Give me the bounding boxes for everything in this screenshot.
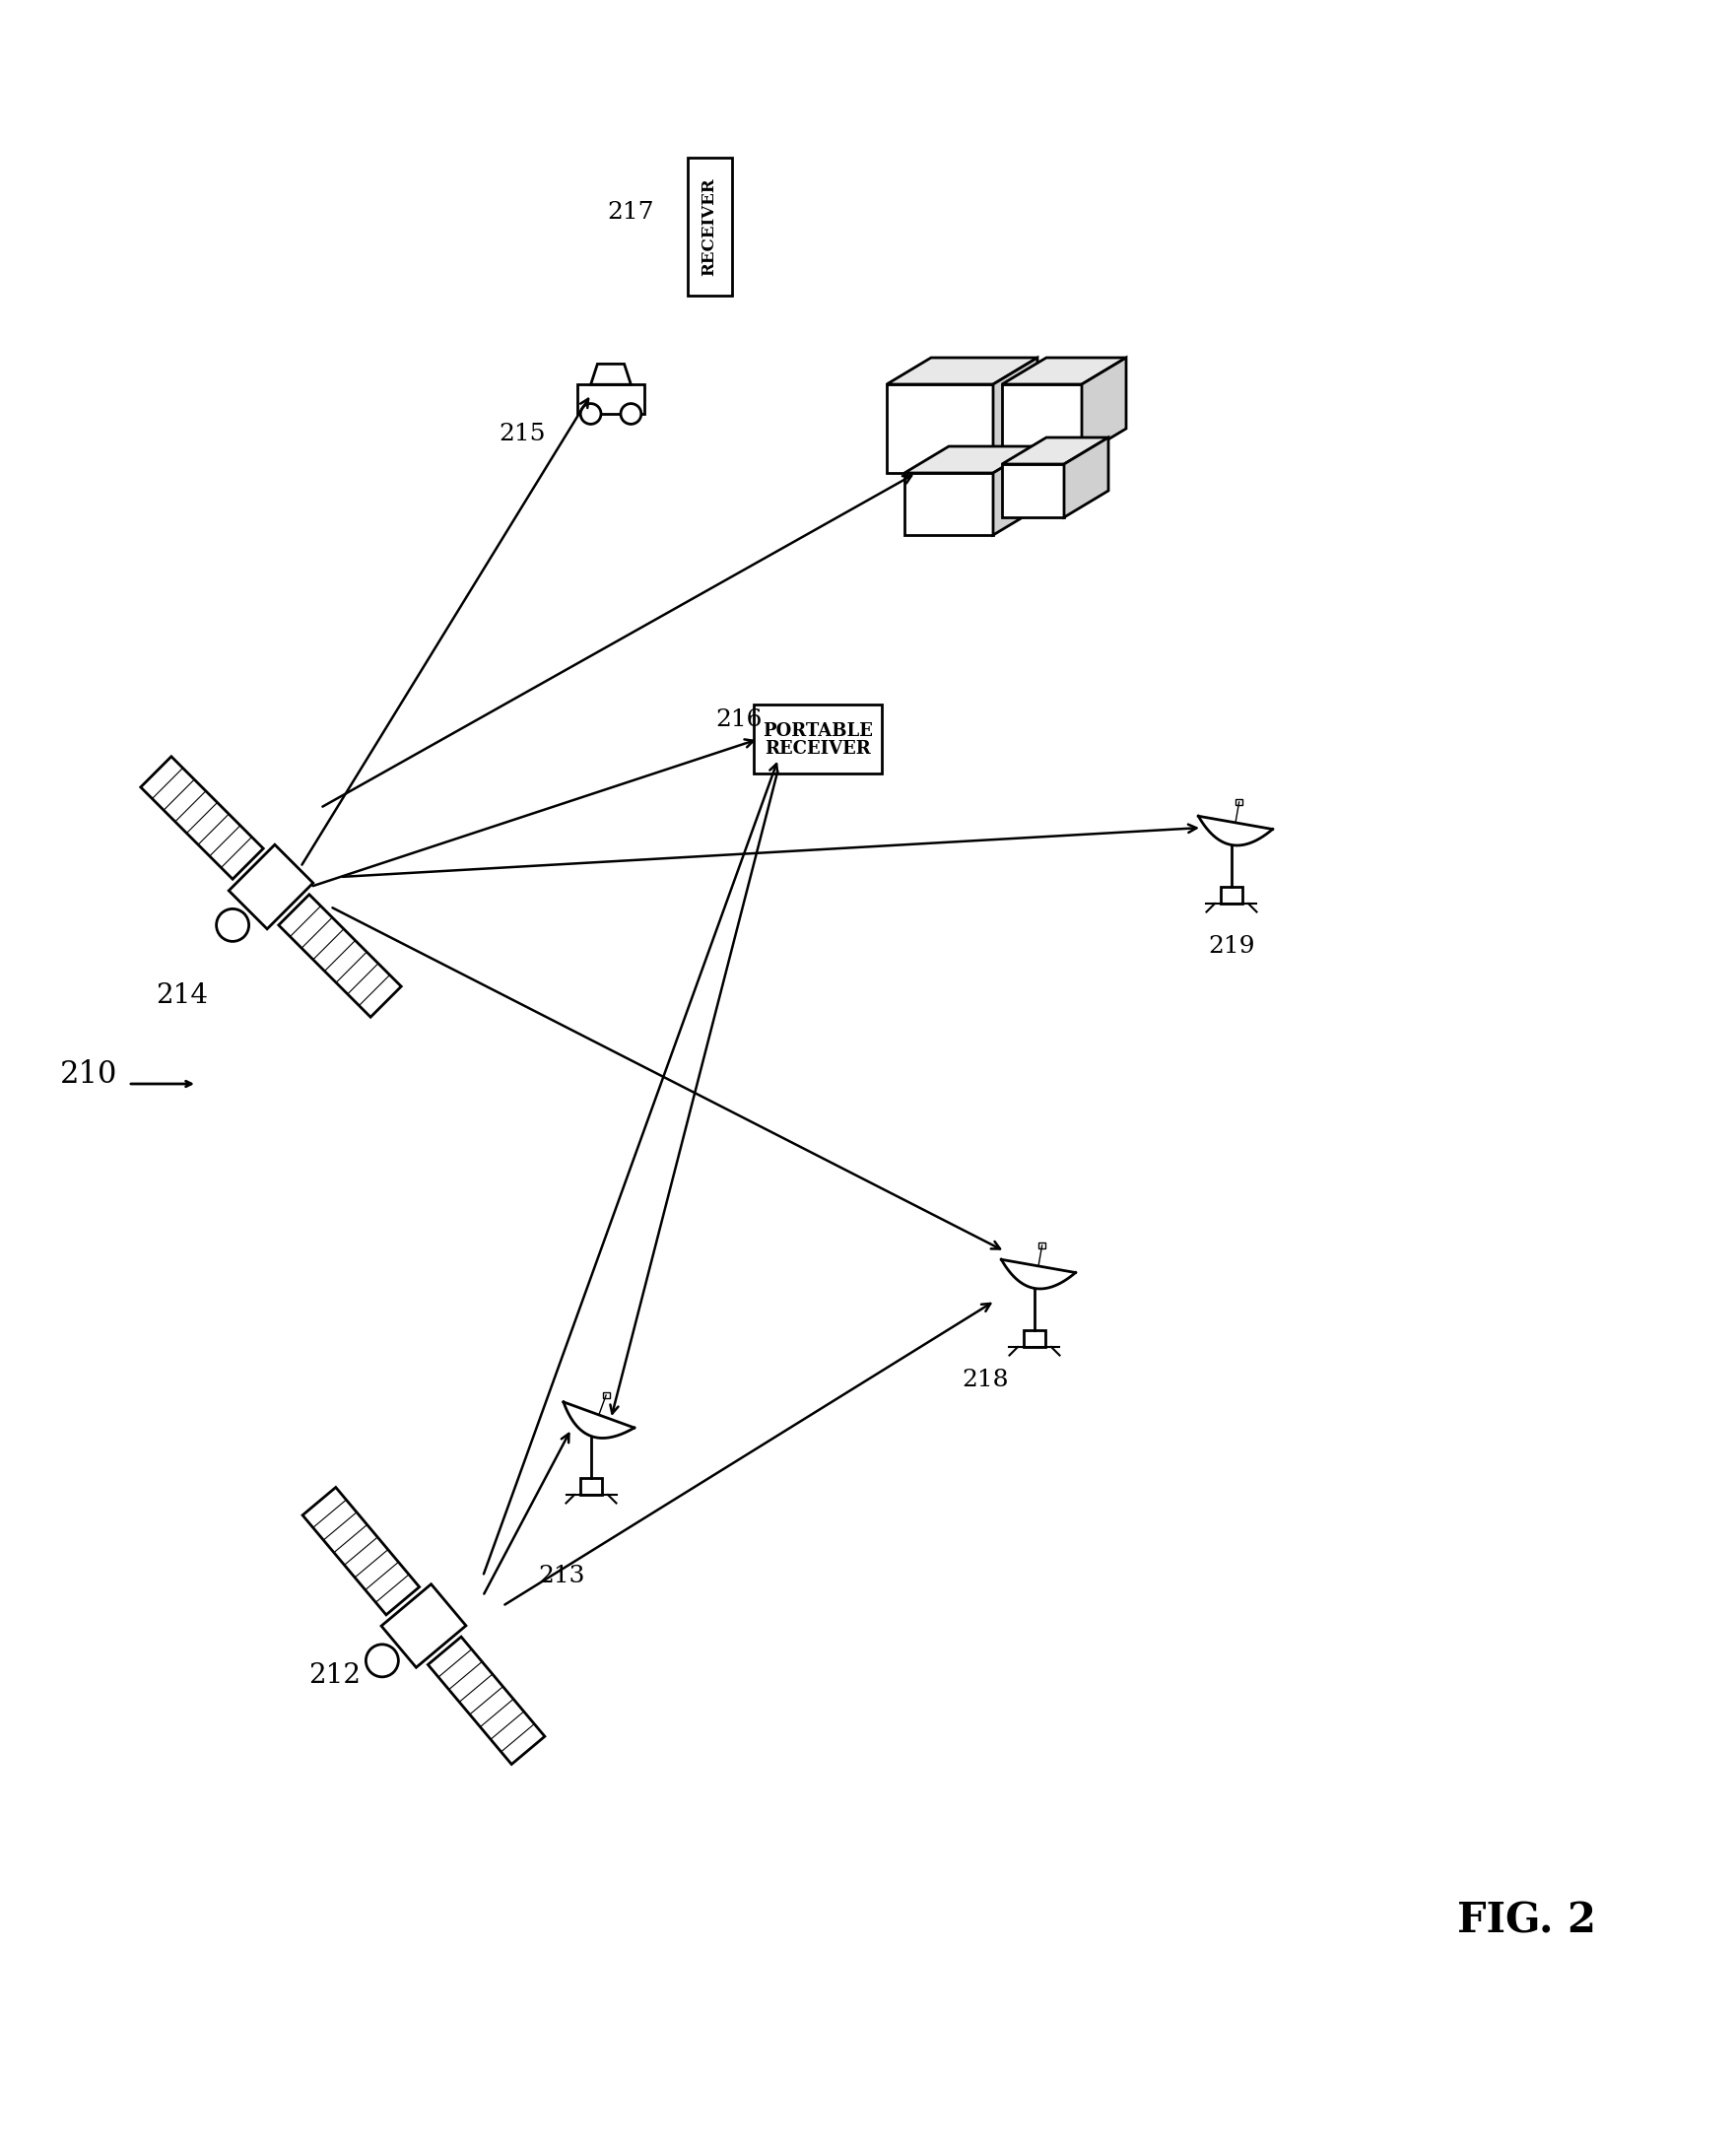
Bar — [602, 1391, 609, 1398]
Polygon shape — [278, 894, 401, 1017]
Polygon shape — [229, 845, 312, 929]
Text: RECEIVER: RECEIVER — [701, 178, 717, 275]
Text: 216: 216 — [715, 707, 762, 731]
Text: 215: 215 — [498, 421, 545, 445]
Polygon shape — [1082, 357, 1127, 456]
Bar — [580, 1477, 602, 1494]
Text: PORTABLE: PORTABLE — [762, 722, 873, 740]
Polygon shape — [1002, 385, 1082, 456]
Bar — [1038, 1243, 1045, 1249]
Circle shape — [366, 1645, 398, 1677]
Text: RECEIVER: RECEIVER — [764, 740, 871, 757]
Polygon shape — [904, 447, 1038, 473]
Text: 214: 214 — [156, 983, 208, 1008]
Text: 210: 210 — [61, 1058, 118, 1090]
Polygon shape — [887, 385, 993, 473]
Circle shape — [217, 909, 248, 942]
Polygon shape — [993, 447, 1038, 535]
Polygon shape — [302, 1488, 420, 1615]
Polygon shape — [993, 357, 1038, 473]
Polygon shape — [1064, 436, 1108, 518]
Text: FIG. 2: FIG. 2 — [1458, 1901, 1597, 1941]
Bar — [578, 385, 644, 413]
Text: 213: 213 — [538, 1565, 585, 1589]
Text: 217: 217 — [608, 200, 654, 224]
Text: 219: 219 — [1208, 935, 1255, 957]
Bar — [1024, 1331, 1045, 1346]
Text: 212: 212 — [309, 1662, 361, 1688]
Bar — [687, 157, 731, 295]
FancyBboxPatch shape — [753, 705, 882, 774]
Text: 218: 218 — [962, 1367, 1009, 1391]
Circle shape — [621, 404, 641, 424]
Polygon shape — [1002, 464, 1064, 518]
Bar — [1220, 886, 1241, 903]
Polygon shape — [1002, 436, 1108, 464]
Polygon shape — [382, 1585, 465, 1668]
Polygon shape — [887, 357, 1038, 385]
Bar — [1236, 798, 1243, 806]
Circle shape — [580, 404, 601, 424]
Polygon shape — [590, 363, 630, 385]
Polygon shape — [904, 473, 993, 535]
Polygon shape — [429, 1636, 545, 1765]
Polygon shape — [1002, 357, 1127, 385]
Polygon shape — [141, 757, 264, 879]
